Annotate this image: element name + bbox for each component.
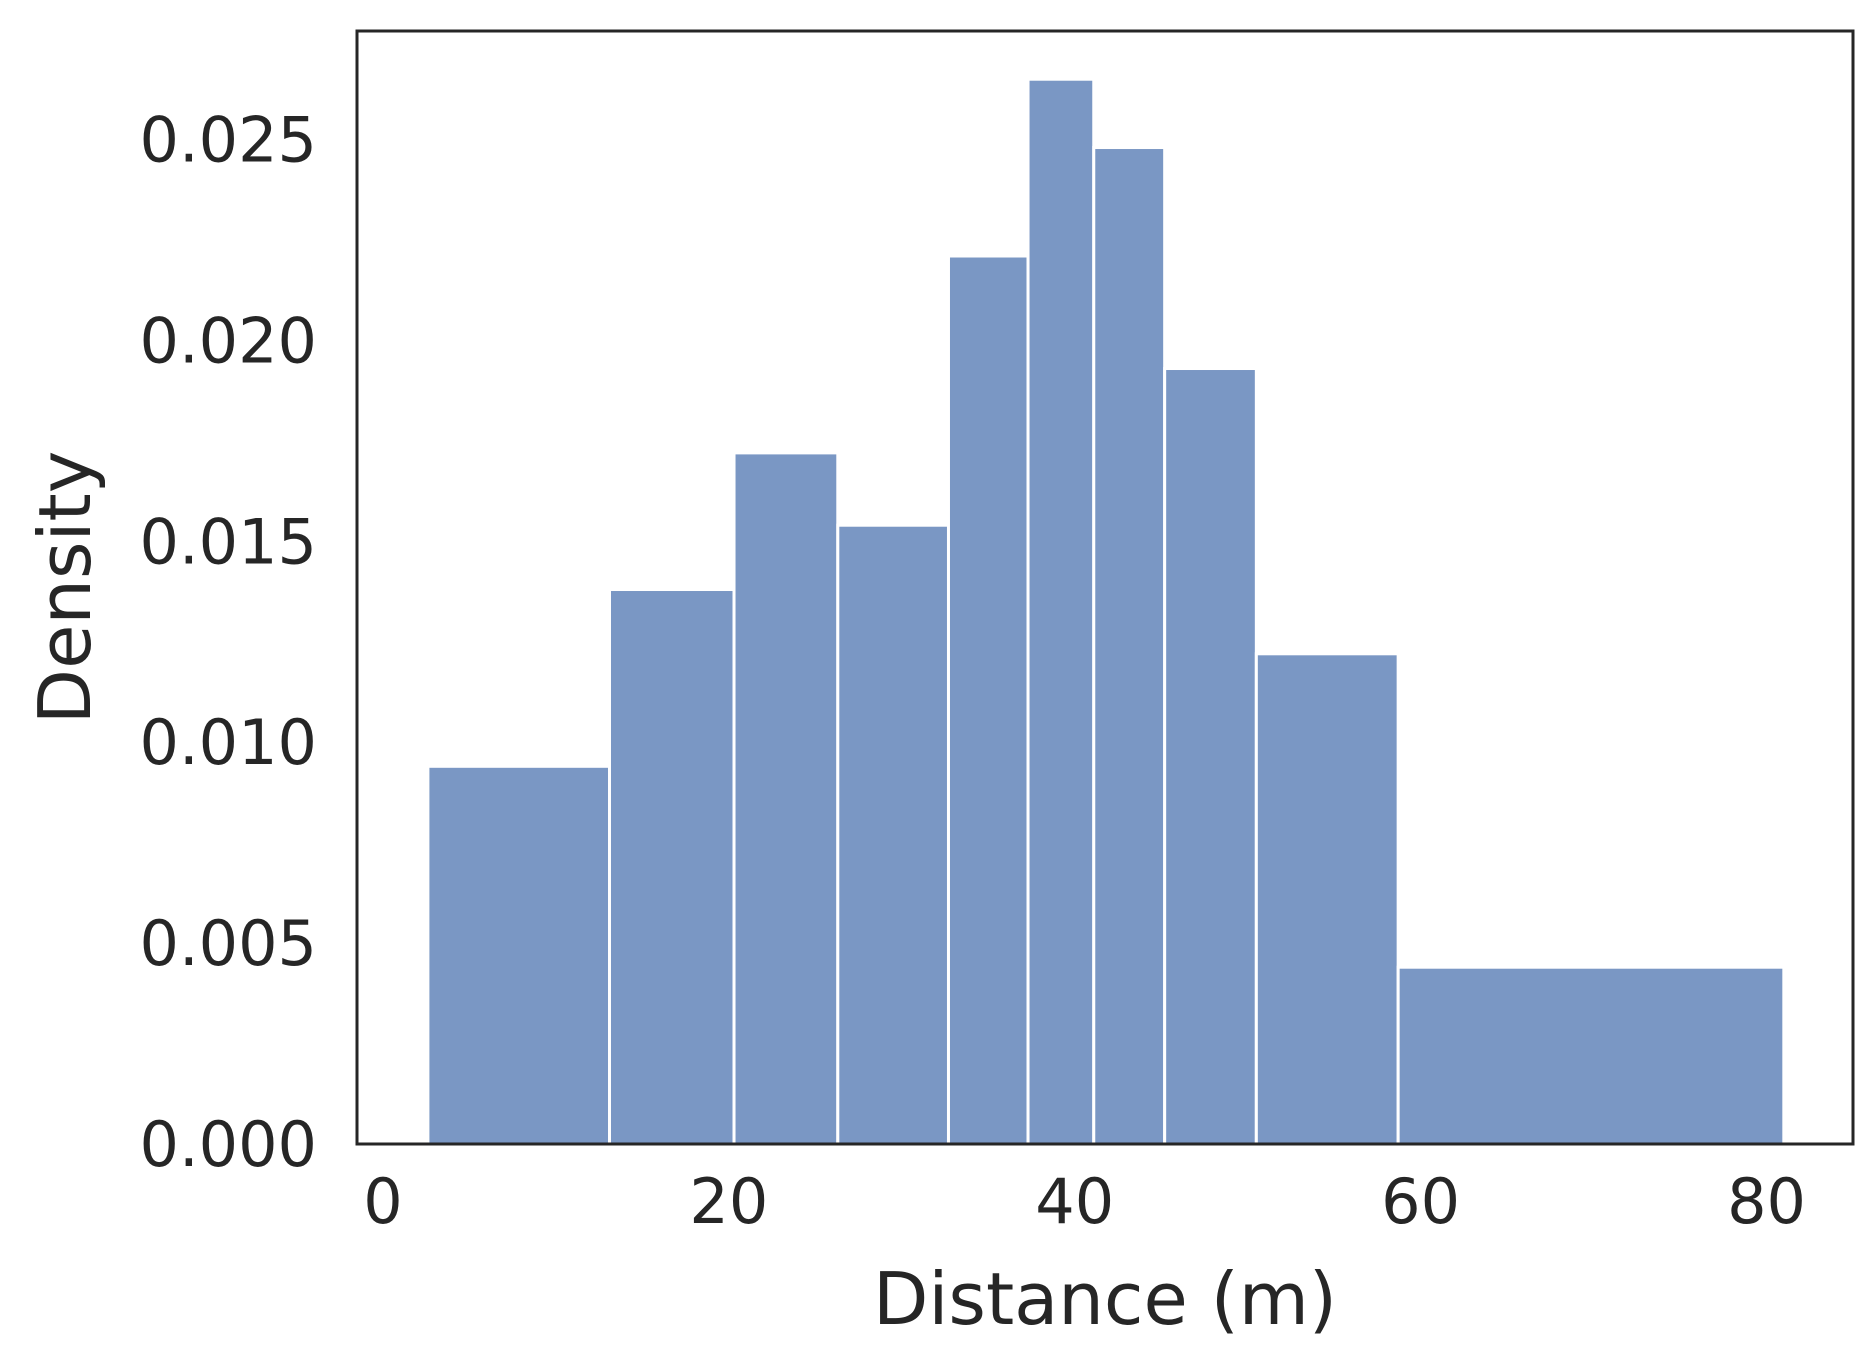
histogram-bar-8 bbox=[1163, 367, 1258, 1146]
histogram-bar-5 bbox=[946, 254, 1030, 1146]
y-tick-label: 0.025 bbox=[140, 103, 318, 176]
x-tick-label: 60 bbox=[1381, 1165, 1460, 1238]
y-axis-ticks: 0.000 0.005 0.010 0.015 0.020 0.025 bbox=[140, 103, 318, 1181]
y-axis-label: Density bbox=[23, 451, 107, 725]
plot-frame bbox=[355, 29, 1855, 1146]
x-axis-ticks: 0 20 40 60 80 bbox=[363, 1165, 1806, 1238]
histogram-bar-9 bbox=[1254, 652, 1400, 1146]
x-tick-label: 80 bbox=[1727, 1165, 1806, 1238]
histogram-bars bbox=[426, 77, 1786, 1146]
histogram-bar-6 bbox=[1026, 77, 1096, 1146]
histogram-bar-2 bbox=[608, 588, 736, 1146]
y-tick-label: 0.000 bbox=[140, 1108, 318, 1181]
x-tick-label: 20 bbox=[689, 1165, 768, 1238]
y-tick-label: 0.015 bbox=[140, 505, 318, 578]
y-tick-label: 0.020 bbox=[140, 304, 318, 377]
histogram-bar-7 bbox=[1092, 146, 1167, 1146]
histogram-bar-4 bbox=[836, 523, 950, 1146]
histogram-bar-1 bbox=[426, 764, 612, 1146]
x-tick-label: 40 bbox=[1035, 1165, 1114, 1238]
x-tick-label: 0 bbox=[363, 1165, 402, 1238]
y-tick-label: 0.005 bbox=[140, 907, 318, 980]
histogram-bar-3 bbox=[732, 451, 840, 1146]
x-axis-label: Distance (m) bbox=[873, 1257, 1337, 1341]
histogram-bar-10 bbox=[1396, 965, 1786, 1146]
y-tick-label: 0.010 bbox=[140, 706, 318, 779]
